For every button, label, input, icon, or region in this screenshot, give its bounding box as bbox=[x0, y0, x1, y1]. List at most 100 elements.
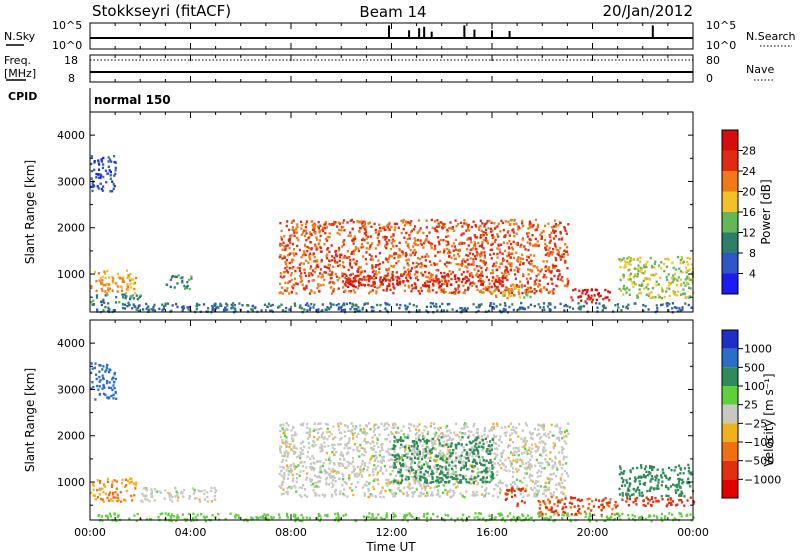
rti-cell bbox=[504, 220, 507, 223]
rti-cell bbox=[342, 256, 345, 259]
rti-cell bbox=[351, 457, 355, 460]
rti-cell bbox=[413, 248, 416, 252]
rti-cell bbox=[230, 303, 233, 306]
rti-cell bbox=[323, 226, 326, 230]
rti-cell bbox=[464, 260, 467, 263]
rti-cell bbox=[345, 466, 348, 469]
rti-cell bbox=[429, 273, 432, 276]
rti-cell bbox=[370, 309, 374, 312]
rti-cell bbox=[626, 257, 629, 260]
rti-cell bbox=[343, 494, 346, 497]
rti-cell bbox=[684, 302, 687, 305]
rti-cell bbox=[314, 224, 317, 227]
rti-cell bbox=[341, 245, 344, 248]
rti-cell bbox=[123, 293, 126, 296]
rti-cell bbox=[106, 381, 109, 385]
rti-cell bbox=[200, 490, 203, 493]
rti-cell bbox=[500, 466, 503, 470]
rti-cell bbox=[436, 230, 439, 233]
rti-cell bbox=[428, 277, 431, 280]
rti-cell bbox=[429, 452, 432, 456]
rti-cell bbox=[537, 469, 540, 472]
rti-cell bbox=[354, 279, 357, 283]
rti-cell bbox=[474, 244, 477, 248]
rti-cell bbox=[108, 381, 111, 384]
rti-cell bbox=[352, 465, 355, 468]
rti-cell bbox=[454, 470, 457, 474]
rti-cell bbox=[478, 455, 481, 459]
rti-cell bbox=[131, 307, 134, 310]
rti-cell bbox=[542, 441, 545, 444]
rti-cell bbox=[466, 307, 469, 310]
rti-cell bbox=[405, 491, 408, 494]
rti-cell bbox=[211, 304, 214, 308]
rti-cell bbox=[655, 280, 658, 283]
rti-cell bbox=[390, 458, 394, 462]
rti-cell bbox=[403, 236, 406, 239]
rti-cell bbox=[363, 427, 366, 431]
rti-cell bbox=[440, 480, 443, 483]
rti-cell bbox=[339, 457, 342, 461]
rti-cell bbox=[195, 307, 198, 311]
rti-cell bbox=[550, 253, 553, 256]
rti-cell bbox=[190, 275, 193, 278]
rti-cell bbox=[545, 244, 548, 248]
rti-cell bbox=[671, 261, 674, 264]
rti-cell bbox=[319, 450, 322, 453]
rti-cell bbox=[619, 289, 622, 292]
rti-cell bbox=[308, 431, 311, 434]
rti-cell bbox=[281, 458, 285, 462]
rti-cell bbox=[291, 473, 294, 477]
rti-cell bbox=[659, 276, 662, 279]
rti-cell bbox=[408, 472, 412, 475]
rti-cell bbox=[491, 465, 494, 469]
rti-cell bbox=[328, 435, 331, 438]
rti-cell bbox=[206, 495, 209, 499]
rti-cell bbox=[425, 426, 428, 429]
rti-cell bbox=[352, 280, 355, 283]
rti-cell bbox=[360, 271, 363, 274]
rti-cell bbox=[423, 463, 426, 466]
rti-cell bbox=[604, 497, 607, 500]
rti-cell bbox=[418, 292, 421, 295]
rti-cell bbox=[288, 292, 291, 295]
rti-cell bbox=[537, 423, 540, 426]
rti-cell bbox=[284, 261, 287, 264]
rti-cell bbox=[474, 257, 478, 261]
rti-cell bbox=[433, 459, 436, 462]
rti-cell bbox=[135, 294, 138, 297]
rti-cell bbox=[408, 271, 411, 274]
rti-cell bbox=[443, 277, 446, 280]
rti-cell bbox=[521, 429, 524, 432]
rti-cell bbox=[231, 306, 234, 309]
rti-cell bbox=[125, 295, 128, 298]
rti-cell bbox=[639, 260, 642, 264]
rti-cell bbox=[363, 232, 366, 235]
rti-cell bbox=[554, 234, 557, 238]
rti-cell bbox=[402, 221, 405, 224]
rti-cell bbox=[410, 475, 413, 479]
rti-cell bbox=[313, 485, 316, 488]
rti-cell bbox=[596, 306, 599, 309]
rti-cell bbox=[312, 445, 315, 448]
rti-cell bbox=[554, 223, 557, 226]
rti-cell bbox=[530, 436, 533, 440]
rti-cell bbox=[453, 290, 456, 294]
rti-cell bbox=[565, 472, 568, 475]
rti-cell bbox=[469, 236, 472, 240]
rti-cell bbox=[374, 255, 378, 258]
rti-cell bbox=[424, 447, 427, 451]
rti-cell bbox=[280, 460, 283, 464]
rti-cell bbox=[359, 429, 362, 432]
rti-cell bbox=[318, 239, 321, 242]
rti-cell bbox=[416, 256, 420, 260]
rti-cell bbox=[564, 497, 567, 500]
rti-cell bbox=[536, 269, 540, 272]
rti-cell bbox=[399, 280, 402, 283]
rti-cell bbox=[460, 481, 463, 484]
rti-cell bbox=[428, 288, 431, 292]
rti-cell bbox=[359, 428, 362, 431]
rti-cell bbox=[415, 270, 418, 273]
rti-cell bbox=[347, 281, 350, 284]
rti-cell bbox=[107, 165, 110, 168]
